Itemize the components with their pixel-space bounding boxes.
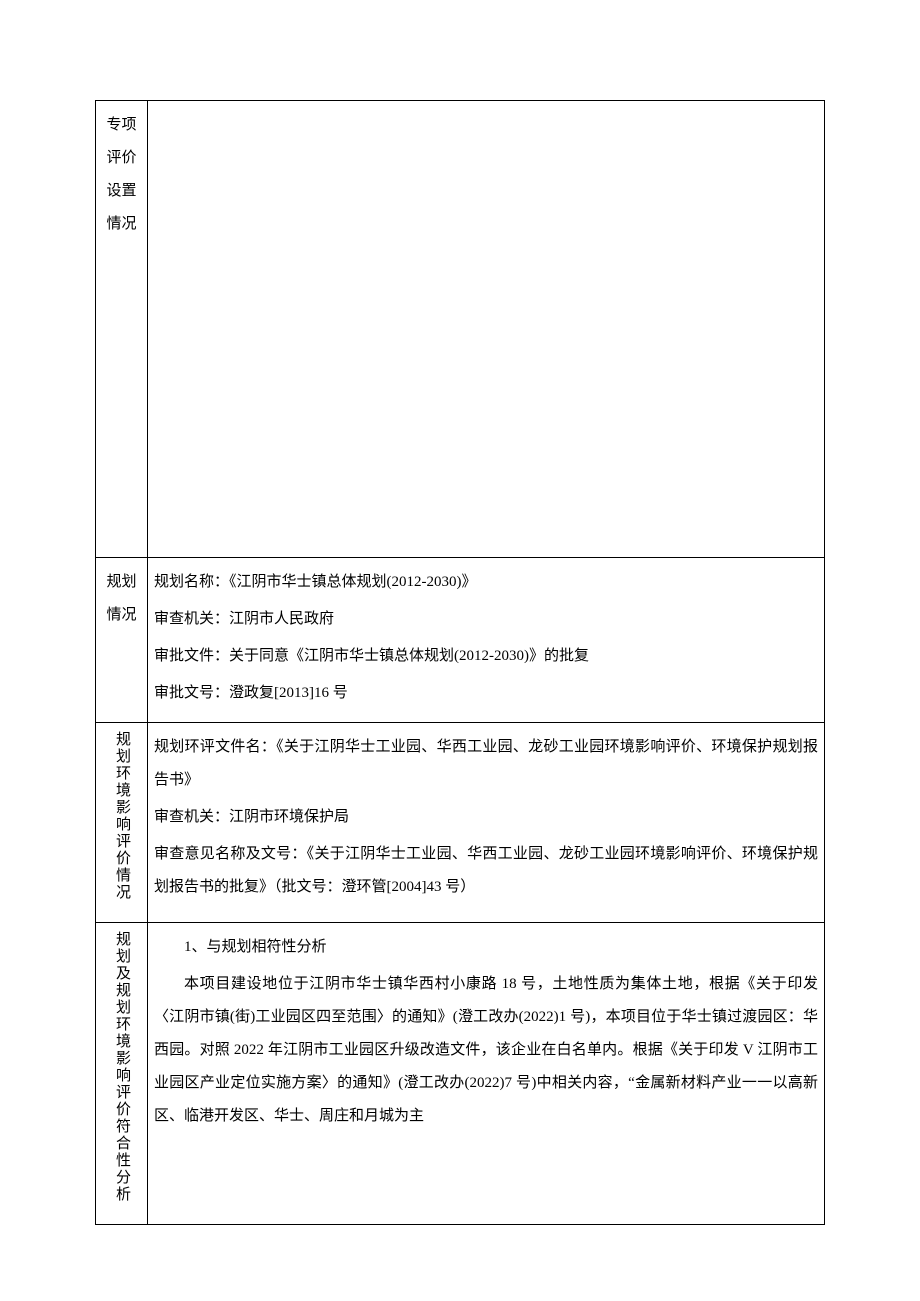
body-paragraph: 本项目建设地位于江阴市华士镇华西村小康路 18 号，土地性质为集体土地，根据《关… — [154, 968, 818, 1133]
table-row: 规划及规划环境影响评价符合性分析 1、与规划相符性分析 本项目建设地位于江阴市华… — [96, 923, 825, 1225]
row-header-label: 规划环境影响评价情况 — [105, 731, 138, 901]
row-content-conformity: 1、与规划相符性分析 本项目建设地位于江阴市华士镇华西村小康路 18 号，土地性… — [148, 923, 825, 1225]
text-line: 审查机关：江阴市人民政府 — [154, 603, 818, 636]
row-content-special-eval — [148, 101, 825, 558]
row-header-label: 规划及规划环境影响评价符合性分析 — [105, 931, 138, 1203]
table-row: 规划情况 规划名称：《江阴市华士镇总体规划(2012-2030)》 审查机关：江… — [96, 558, 825, 723]
table-row: 专项评价设置情况 — [96, 101, 825, 558]
row-header-label: 专项评价设置情况 — [106, 117, 136, 232]
text-line: 审批文号：澄政复[2013]16 号 — [154, 677, 818, 710]
text-line: 审批文件：关于同意《江阴市华士镇总体规划(2012-2030)》的批复 — [154, 640, 818, 673]
row-content-planning-eia: 规划环评文件名：《关于江阴华士工业园、华西工业园、龙砂工业园环境影响评价、环境保… — [148, 723, 825, 923]
text-line: 规划环评文件名：《关于江阴华士工业园、华西工业园、龙砂工业园环境影响评价、环境保… — [154, 731, 818, 797]
row-header-label: 规划情况 — [106, 574, 136, 623]
text-line: 审查机关：江阴市环境保护局 — [154, 801, 818, 834]
text-line: 审查意见名称及文号：《关于江阴华士工业园、华西工业园、龙砂工业园环境影响评价、环… — [154, 838, 818, 904]
row-header-conformity: 规划及规划环境影响评价符合性分析 — [96, 923, 148, 1225]
row-header-planning-eia: 规划环境影响评价情况 — [96, 723, 148, 923]
table-row: 规划环境影响评价情况 规划环评文件名：《关于江阴华士工业园、华西工业园、龙砂工业… — [96, 723, 825, 923]
row-header-planning: 规划情况 — [96, 558, 148, 723]
text-line: 规划名称：《江阴市华士镇总体规划(2012-2030)》 — [154, 566, 818, 599]
row-content-planning: 规划名称：《江阴市华士镇总体规划(2012-2030)》 审查机关：江阴市人民政… — [148, 558, 825, 723]
row-header-special-eval: 专项评价设置情况 — [96, 101, 148, 558]
main-table: 专项评价设置情况 规划情况 规划名称：《江阴市华士镇总体规划(2012-2030… — [95, 100, 825, 1225]
section-heading: 1、与规划相符性分析 — [154, 931, 818, 964]
document-page: 专项评价设置情况 规划情况 规划名称：《江阴市华士镇总体规划(2012-2030… — [0, 0, 920, 1285]
